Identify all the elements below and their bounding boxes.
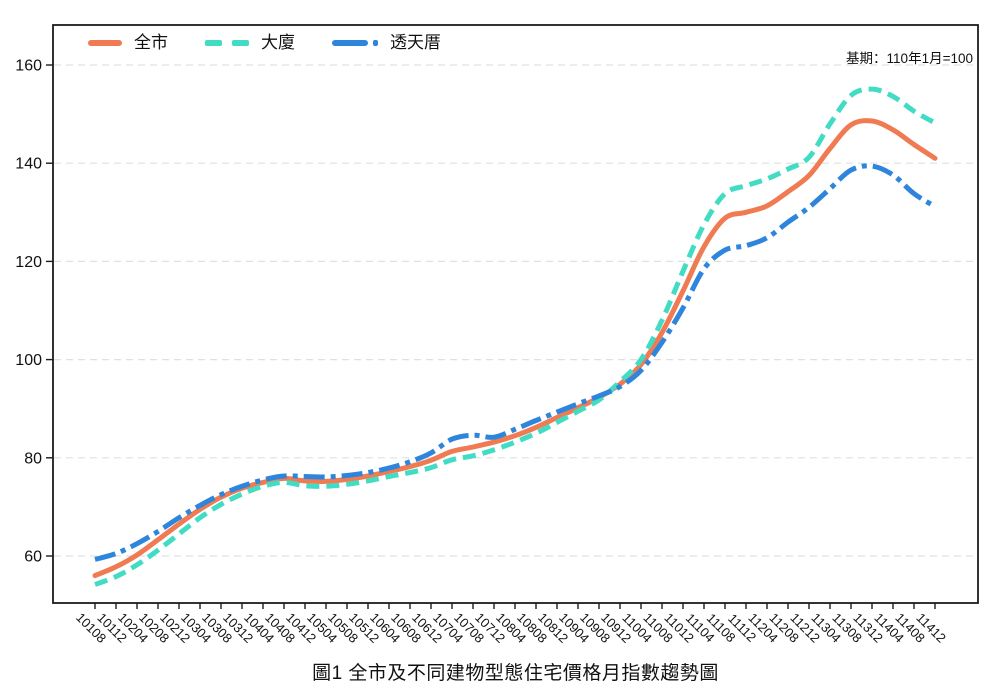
legend-label-citywide: 全市 xyxy=(134,33,168,52)
series-line-apartment-building xyxy=(94,86,937,587)
legend-item-apartment-building[interactable]: 大廈 xyxy=(205,34,295,51)
base-period-note: 基期：110年1月=100 xyxy=(846,51,973,66)
y-axis-label: 80 xyxy=(24,450,42,467)
y-axis-label: 100 xyxy=(15,352,42,369)
chart-legend: 全市 大廈 透天厝 xyxy=(88,34,441,51)
legend-label-townhouse: 透天厝 xyxy=(390,33,441,52)
plot-border xyxy=(52,24,979,604)
y-axis-label: 60 xyxy=(24,549,42,566)
apartment-building-line-swatch-icon xyxy=(205,39,249,46)
series-line-townhouse xyxy=(94,163,937,562)
y-axis-label: 120 xyxy=(15,254,42,271)
legend-item-townhouse[interactable]: 透天厝 xyxy=(332,34,441,51)
chart-title: 圖1 全市及不同建物型態住宅價格月指數趨勢圖 xyxy=(312,663,719,684)
citywide-line-swatch-icon xyxy=(88,39,122,46)
legend-label-apartment-building: 大廈 xyxy=(261,33,295,52)
legend-item-citywide[interactable]: 全市 xyxy=(88,34,168,51)
townhouse-line-swatch-icon xyxy=(332,39,378,46)
y-axis-label: 140 xyxy=(15,156,42,173)
series-line-citywide xyxy=(92,118,938,579)
y-axis-label: 160 xyxy=(15,58,42,75)
